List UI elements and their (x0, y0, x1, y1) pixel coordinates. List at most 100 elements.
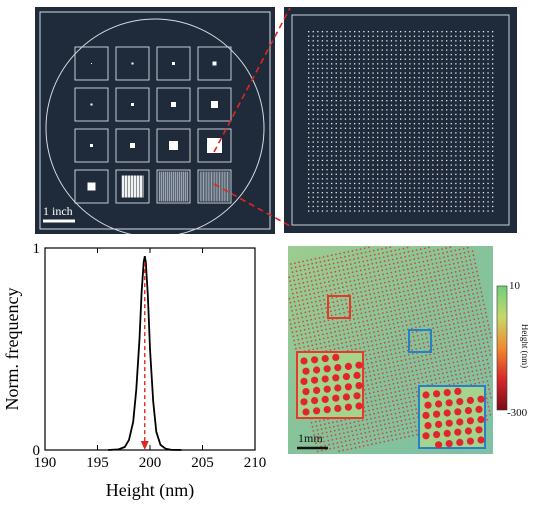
map-dot (355, 309, 358, 311)
map-dot (368, 267, 370, 270)
array-dot (377, 141, 379, 143)
map-dot (387, 358, 390, 361)
map-dot (395, 373, 397, 376)
array-dot (377, 95, 379, 97)
array-dot (390, 35, 393, 37)
map-dot (366, 380, 368, 382)
map-dot (334, 313, 337, 316)
array-dot (400, 192, 402, 194)
array-dot (409, 136, 411, 139)
array-dot (455, 150, 457, 152)
map-dot (377, 390, 379, 393)
array-dot (326, 169, 328, 171)
array-dot (354, 164, 356, 166)
map-dot (400, 377, 402, 379)
array-dot (354, 40, 356, 42)
map-dot (333, 305, 335, 308)
inset-dot (342, 393, 350, 401)
wafer-frame (39, 11, 271, 230)
map-dot (462, 286, 465, 289)
array-dot (395, 35, 397, 37)
map-dot (438, 295, 441, 298)
array-dot (469, 86, 471, 88)
array-dot (326, 67, 328, 70)
array-dot (436, 136, 439, 139)
array-dot (358, 54, 360, 56)
map-dot (384, 406, 387, 408)
array-dot (317, 201, 319, 203)
array-dot (308, 86, 310, 88)
array-dot (317, 40, 319, 42)
array-dot (335, 58, 337, 60)
map-dot (483, 346, 486, 349)
map-dot (480, 312, 483, 315)
map-dot (457, 261, 459, 264)
map-dot (414, 283, 417, 286)
map-dot (416, 395, 419, 397)
array-dot (395, 31, 397, 33)
array-dot (464, 49, 466, 51)
map-dot (386, 294, 389, 296)
array-dot (349, 155, 351, 157)
map-dot (351, 288, 353, 291)
array-dot (450, 178, 452, 180)
die-pattern (212, 61, 217, 66)
array-dot (321, 49, 324, 51)
array-dot (331, 196, 333, 198)
map-dot (478, 343, 481, 345)
map-dot (316, 429, 319, 431)
array-dot (367, 178, 370, 180)
array-dot (487, 90, 489, 93)
map-dot (431, 323, 434, 325)
map-dot (378, 355, 381, 358)
array-dot (308, 40, 310, 42)
array-dot (464, 159, 466, 162)
array-dot (450, 141, 452, 143)
map-dot (326, 332, 328, 335)
map-dot (443, 320, 446, 323)
map-dot (296, 274, 299, 277)
map-dot (419, 308, 422, 311)
map-dot (396, 399, 398, 402)
array-dot (312, 90, 314, 93)
map-dot (384, 346, 387, 348)
array-dot (390, 182, 393, 185)
map-dot (389, 387, 392, 390)
map-dot (336, 261, 339, 264)
map-dot (338, 291, 341, 294)
array-dot (446, 81, 448, 83)
array-dot (367, 86, 370, 88)
array-dot (349, 187, 351, 189)
array-dot (464, 187, 466, 189)
map-dot (339, 334, 342, 336)
map-dot (485, 397, 488, 400)
array-dot (432, 146, 434, 148)
height-histogram-chart: 190 195 200 205 210 01 Height (nm) Norm. fre… (2, 241, 266, 501)
array-dot (349, 86, 351, 88)
array-dot (478, 141, 480, 143)
array-dot (450, 44, 452, 47)
array-dot (326, 210, 328, 212)
array-dot (478, 35, 480, 37)
map-dot (472, 271, 474, 274)
array-dot (363, 49, 365, 51)
map-dot (471, 370, 474, 373)
map-dot (330, 314, 333, 317)
colorbar-title: Height (nm) (520, 324, 528, 368)
map-dot (319, 282, 322, 285)
array-dot (432, 54, 434, 56)
map-dot (474, 344, 477, 346)
array-dot (413, 67, 416, 70)
map-dot (364, 272, 367, 275)
map-dot (421, 316, 424, 319)
map-dot (416, 433, 419, 436)
array-dot (427, 141, 429, 143)
map-dot (359, 428, 362, 431)
map-dot (371, 383, 373, 385)
map-dot (469, 362, 472, 364)
map-dot (459, 373, 461, 375)
array-dot (478, 187, 480, 189)
map-dot (374, 356, 376, 359)
map-dot (467, 268, 469, 271)
map-dot (298, 321, 300, 324)
